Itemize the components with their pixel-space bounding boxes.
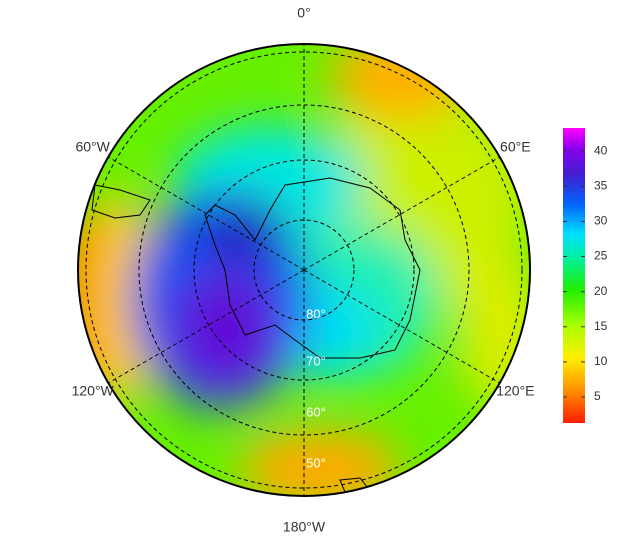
meridian — [303, 156, 500, 271]
latitude-label: 60° — [306, 404, 326, 419]
graticule — [85, 44, 523, 496]
latitude-circle — [193, 159, 415, 381]
colorbar — [563, 128, 585, 423]
latitude-label: 70° — [306, 353, 326, 368]
colorbar-tick-label: 30 — [594, 214, 608, 228]
field — [78, 44, 530, 496]
latitude-label: 80° — [306, 306, 326, 321]
latitude-circle — [85, 51, 523, 489]
colorbar-tick-label: 5 — [594, 389, 601, 403]
longitude-label: 120°W — [72, 383, 115, 399]
colorbar-tick-label: 20 — [594, 284, 608, 298]
longitude-label: 0° — [297, 5, 310, 21]
coastline — [91, 184, 151, 219]
colorbar-tick-label: 40 — [594, 143, 608, 157]
colorbar-tick-label: 15 — [594, 319, 608, 333]
colorbar-tick-label: 35 — [594, 178, 608, 192]
longitude-label: 60°W — [75, 139, 110, 155]
latitude-label: 50° — [306, 455, 326, 470]
longitude-label: 180°W — [283, 519, 326, 535]
meridian — [108, 269, 305, 384]
colorbar-tick-label: 10 — [594, 354, 608, 368]
meridian — [108, 156, 305, 271]
meridian — [303, 269, 500, 384]
longitude-label: 120°E — [496, 383, 534, 399]
colorbar-tick-label: 25 — [594, 249, 608, 263]
coastline — [204, 177, 421, 359]
longitude-label: 60°E — [500, 139, 531, 155]
map-border — [77, 43, 531, 497]
